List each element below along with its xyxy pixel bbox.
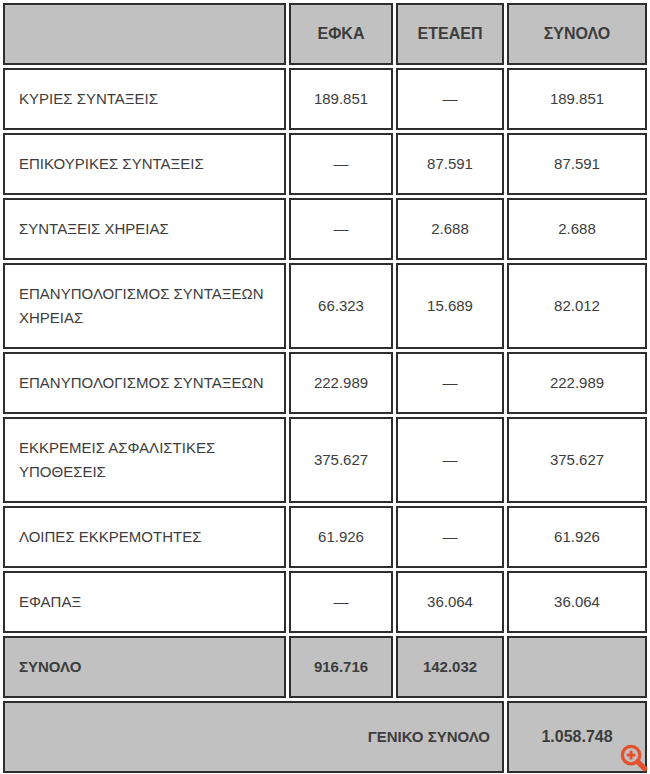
total-value-cell: 36.064: [507, 571, 647, 633]
eteaep-value-cell: —: [396, 417, 504, 503]
row-label-cell: ΕΚΚΡΕΜΕΙΣ ΑΣΦΑΛΙΣΤΙΚΕΣ ΥΠΟΘΕΣΕΙΣ: [3, 417, 286, 503]
eteaep-value-cell: —: [396, 352, 504, 414]
total-value-cell: 82.012: [507, 263, 647, 349]
total-value-cell: 2.688: [507, 198, 647, 260]
efka-value-cell: 189.851: [289, 68, 393, 130]
header-empty-cell: [3, 3, 286, 65]
row-label-cell: ΕΠΑΝΥΠΟΛΟΓΙΣΜΟΣ ΣΥΝΤΑΞΕΩΝ: [3, 352, 286, 414]
table-row: ΕΠΑΝΥΠΟΛΟΓΙΣΜΟΣ ΣΥΝΤΑΞΕΩΝ ΧΗΡΕΙΑΣ 66.323…: [3, 263, 647, 349]
efka-value-cell: 61.926: [289, 506, 393, 568]
total-value-cell: 61.926: [507, 506, 647, 568]
eteaep-value-cell: 15.689: [396, 263, 504, 349]
table-row: ΣΥΝΤΑΞΕΙΣ ΧΗΡΕΙΑΣ — 2.688 2.688: [3, 198, 647, 260]
header-efka: ΕΦΚΑ: [289, 3, 393, 65]
eteaep-value-cell: —: [396, 506, 504, 568]
eteaep-value-cell: 87.591: [396, 133, 504, 195]
table-row: ΚΥΡΙΕΣ ΣΥΝΤΑΞΕΙΣ 189.851 — 189.851: [3, 68, 647, 130]
zoom-in-icon: [618, 742, 649, 773]
row-label-cell: ΚΥΡΙΕΣ ΣΥΝΤΑΞΕΙΣ: [3, 68, 286, 130]
header-eteaep: ΕΤΕΑΕΠ: [396, 3, 504, 65]
efka-value-cell: 375.627: [289, 417, 393, 503]
pension-amounts-table: ΕΦΚΑ ΕΤΕΑΕΠ ΣΥΝΟΛΟ ΚΥΡΙΕΣ ΣΥΝΤΑΞΕΙΣ 189.…: [0, 0, 650, 774]
totals-label-cell: ΣΥΝΟΛΟ: [3, 636, 286, 698]
totals-synolo-cell: [507, 636, 647, 698]
totals-eteaep-cell: 142.032: [396, 636, 504, 698]
eteaep-value-cell: —: [396, 68, 504, 130]
efka-value-cell: —: [289, 198, 393, 260]
table-row: ΛΟΙΠΕΣ ΕΚΚΡΕΜΟΤΗΤΕΣ 61.926 — 61.926: [3, 506, 647, 568]
zoom-in-button[interactable]: [618, 742, 649, 773]
table-row: ΕΚΚΡΕΜΕΙΣ ΑΣΦΑΛΙΣΤΙΚΕΣ ΥΠΟΘΕΣΕΙΣ 375.627…: [3, 417, 647, 503]
table-image: ΕΦΚΑ ΕΤΕΑΕΠ ΣΥΝΟΛΟ ΚΥΡΙΕΣ ΣΥΝΤΑΞΕΙΣ 189.…: [0, 0, 650, 774]
totals-efka-cell: 916.716: [289, 636, 393, 698]
grand-total-label-cell: ΓΕΝΙΚΟ ΣΥΝΟΛΟ: [3, 701, 504, 773]
grand-total-row: ΓΕΝΙΚΟ ΣΥΝΟΛΟ 1.058.748: [3, 701, 647, 773]
table-header-row: ΕΦΚΑ ΕΤΕΑΕΠ ΣΥΝΟΛΟ: [3, 3, 647, 65]
efka-value-cell: 66.323: [289, 263, 393, 349]
row-label-cell: ΕΠΙΚΟΥΡΙΚΕΣ ΣΥΝΤΑΞΕΙΣ: [3, 133, 286, 195]
efka-value-cell: 222.989: [289, 352, 393, 414]
total-value-cell: 189.851: [507, 68, 647, 130]
row-label-cell: ΕΠΑΝΥΠΟΛΟΓΙΣΜΟΣ ΣΥΝΤΑΞΕΩΝ ΧΗΡΕΙΑΣ: [3, 263, 286, 349]
row-label-cell: ΣΥΝΤΑΞΕΙΣ ΧΗΡΕΙΑΣ: [3, 198, 286, 260]
header-synolo: ΣΥΝΟΛΟ: [507, 3, 647, 65]
row-label-cell: ΛΟΙΠΕΣ ΕΚΚΡΕΜΟΤΗΤΕΣ: [3, 506, 286, 568]
total-value-cell: 375.627: [507, 417, 647, 503]
total-value-cell: 87.591: [507, 133, 647, 195]
table-row: ΕΠΙΚΟΥΡΙΚΕΣ ΣΥΝΤΑΞΕΙΣ — 87.591 87.591: [3, 133, 647, 195]
efka-value-cell: —: [289, 133, 393, 195]
totals-row: ΣΥΝΟΛΟ 916.716 142.032: [3, 636, 647, 698]
eteaep-value-cell: 2.688: [396, 198, 504, 260]
total-value-cell: 222.989: [507, 352, 647, 414]
efka-value-cell: —: [289, 571, 393, 633]
table-row: ΕΠΑΝΥΠΟΛΟΓΙΣΜΟΣ ΣΥΝΤΑΞΕΩΝ 222.989 — 222.…: [3, 352, 647, 414]
row-label-cell: ΕΦΑΠΑΞ: [3, 571, 286, 633]
eteaep-value-cell: 36.064: [396, 571, 504, 633]
table-row: ΕΦΑΠΑΞ — 36.064 36.064: [3, 571, 647, 633]
